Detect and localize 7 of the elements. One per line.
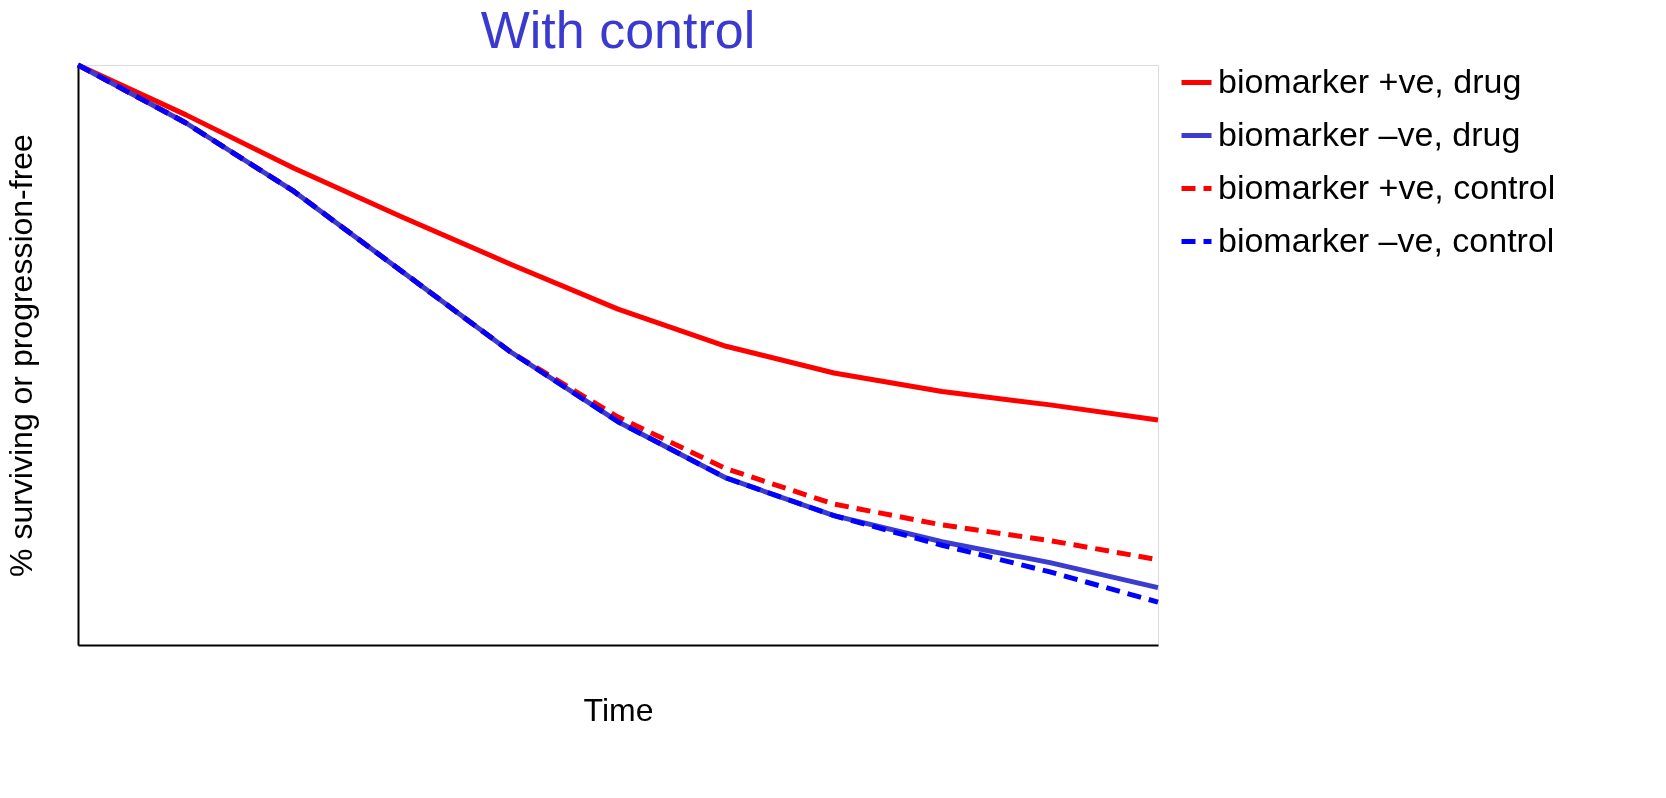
- chart-title: With control: [480, 0, 756, 59]
- legend-label: biomarker –ve, drug: [1218, 114, 1521, 153]
- legend-label: biomarker +ve, drug: [1218, 61, 1522, 100]
- legend-label: biomarker +ve, control: [1218, 167, 1556, 206]
- legend-label: biomarker –ve, control: [1218, 220, 1555, 259]
- x-axis-title: Time: [583, 691, 654, 728]
- y-axis-title: % surviving or progression-free: [2, 134, 39, 577]
